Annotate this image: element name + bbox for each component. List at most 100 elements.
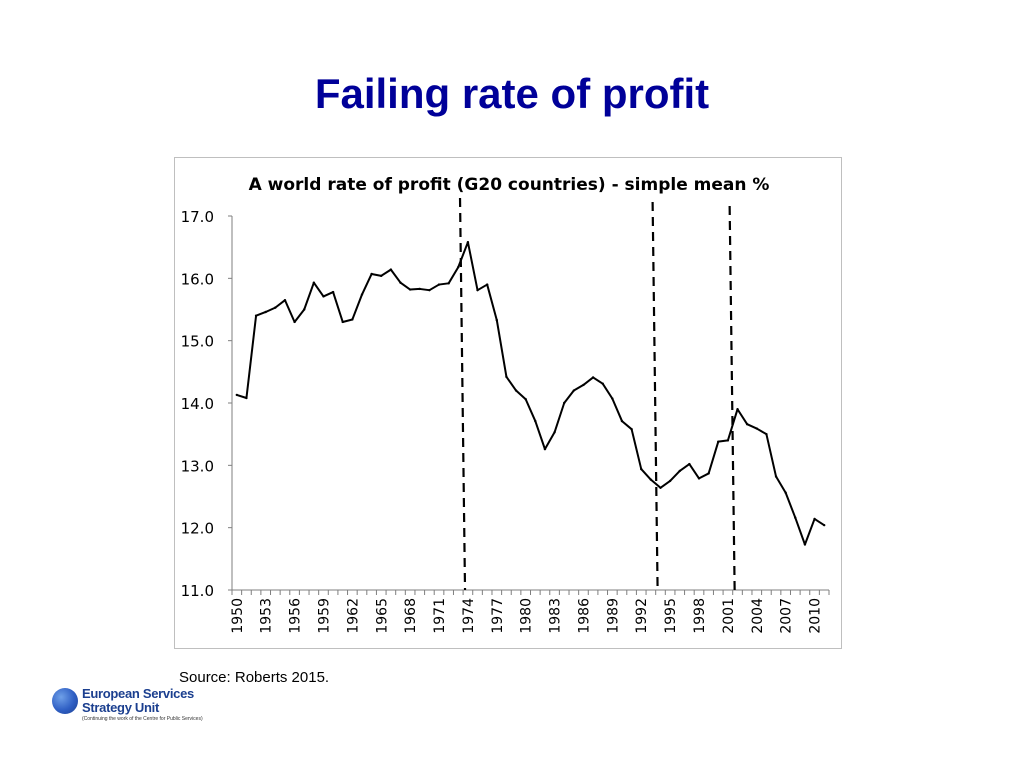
x-tick-label: 2010 bbox=[808, 598, 824, 634]
series-line bbox=[236, 241, 825, 546]
data-point bbox=[601, 382, 604, 385]
y-tick-label: 11.0 bbox=[181, 582, 214, 600]
x-tick-label: 1977 bbox=[490, 598, 506, 634]
data-point bbox=[341, 320, 344, 324]
data-point bbox=[717, 440, 720, 443]
data-point bbox=[428, 288, 431, 292]
dashed-marker-line bbox=[728, 205, 736, 591]
data-point bbox=[283, 298, 287, 302]
data-point bbox=[649, 478, 653, 481]
data-point bbox=[659, 486, 662, 489]
data-point bbox=[822, 523, 826, 527]
data-point bbox=[640, 467, 643, 471]
x-tick-label: 2001 bbox=[721, 598, 737, 634]
data-point bbox=[572, 389, 576, 392]
x-tick-label: 1968 bbox=[403, 598, 419, 634]
chart-frame: A world rate of profit (G20 countries) -… bbox=[174, 157, 842, 649]
logo-line2: Strategy Unit bbox=[82, 700, 160, 715]
dashed-marker-line bbox=[651, 201, 659, 591]
data-point bbox=[630, 427, 633, 431]
data-point bbox=[264, 310, 267, 314]
line-chart: A world rate of profit (G20 countries) -… bbox=[181, 175, 830, 634]
data-point bbox=[447, 282, 450, 285]
y-tick-label: 17.0 bbox=[181, 208, 214, 226]
data-point bbox=[563, 401, 566, 405]
data-point bbox=[765, 432, 768, 436]
x-tick-label: 1965 bbox=[374, 598, 390, 634]
x-tick-label: 1956 bbox=[288, 598, 304, 634]
chart-title: A world rate of profit (G20 countries) -… bbox=[249, 175, 770, 195]
data-point bbox=[620, 419, 624, 423]
data-point bbox=[591, 376, 595, 379]
data-point bbox=[794, 516, 797, 519]
data-point bbox=[707, 472, 710, 475]
data-point bbox=[668, 479, 672, 483]
data-point bbox=[476, 288, 479, 292]
x-tick-label: 1983 bbox=[548, 598, 564, 634]
x-tick-label: 1962 bbox=[345, 598, 361, 634]
x-tick-label: 1989 bbox=[605, 598, 621, 634]
data-point bbox=[505, 375, 508, 379]
data-point bbox=[582, 383, 585, 387]
data-point bbox=[543, 447, 547, 451]
logo-globe-icon bbox=[52, 688, 78, 714]
data-point bbox=[457, 265, 460, 269]
data-point bbox=[726, 439, 730, 442]
data-point bbox=[235, 393, 239, 397]
data-point bbox=[611, 397, 614, 400]
data-point bbox=[678, 469, 681, 473]
data-point bbox=[745, 422, 749, 426]
data-point bbox=[524, 398, 527, 401]
x-tick-label: 2007 bbox=[779, 598, 795, 634]
data-point bbox=[274, 306, 277, 309]
y-tick-label: 16.0 bbox=[181, 270, 214, 288]
x-tick-label: 1950 bbox=[230, 598, 246, 634]
logo-tagline: (Continuing the work of the Centre for P… bbox=[82, 716, 203, 722]
data-point bbox=[380, 274, 383, 278]
data-point bbox=[485, 283, 489, 286]
data-point bbox=[697, 477, 701, 480]
data-point bbox=[495, 318, 498, 322]
logo-line1: European Services bbox=[82, 686, 194, 701]
data-point bbox=[813, 517, 816, 521]
source-note: Source: Roberts 2015. bbox=[179, 669, 330, 686]
data-point bbox=[736, 408, 739, 411]
data-point bbox=[534, 419, 537, 423]
x-tick-label: 1974 bbox=[461, 598, 477, 634]
data-point bbox=[254, 314, 258, 317]
data-point bbox=[408, 288, 412, 291]
data-point bbox=[437, 283, 441, 286]
x-tick-label: 1971 bbox=[432, 598, 448, 634]
data-point bbox=[755, 427, 758, 430]
data-point bbox=[245, 396, 248, 400]
data-point bbox=[351, 318, 354, 321]
data-point bbox=[688, 462, 691, 466]
data-point bbox=[303, 308, 306, 311]
y-tick-label: 13.0 bbox=[181, 457, 214, 475]
slide-title: Failing rate of profit bbox=[314, 70, 710, 117]
x-tick-label: 2004 bbox=[750, 598, 766, 634]
data-point bbox=[774, 475, 778, 478]
x-tick-label: 1980 bbox=[519, 598, 535, 634]
x-tick-label: 1992 bbox=[634, 598, 650, 634]
x-tick-label: 1986 bbox=[576, 598, 592, 634]
data-point bbox=[418, 287, 421, 291]
dashed-marker-line bbox=[458, 197, 467, 591]
data-point bbox=[399, 281, 402, 284]
data-point bbox=[370, 272, 373, 276]
data-point bbox=[360, 293, 364, 296]
data-point bbox=[331, 290, 335, 294]
y-tick-label: 12.0 bbox=[181, 520, 214, 538]
x-tick-label: 1995 bbox=[663, 598, 679, 634]
data-point bbox=[389, 268, 393, 271]
data-point bbox=[553, 431, 556, 434]
y-tick-label: 14.0 bbox=[181, 395, 214, 413]
data-point bbox=[784, 491, 787, 494]
data-point bbox=[312, 281, 316, 284]
x-tick-label: 1959 bbox=[316, 598, 332, 634]
data-point bbox=[293, 320, 296, 324]
x-tick-label: 1998 bbox=[692, 598, 708, 634]
data-point bbox=[466, 240, 470, 244]
data-point bbox=[803, 543, 807, 546]
data-point bbox=[514, 389, 518, 392]
